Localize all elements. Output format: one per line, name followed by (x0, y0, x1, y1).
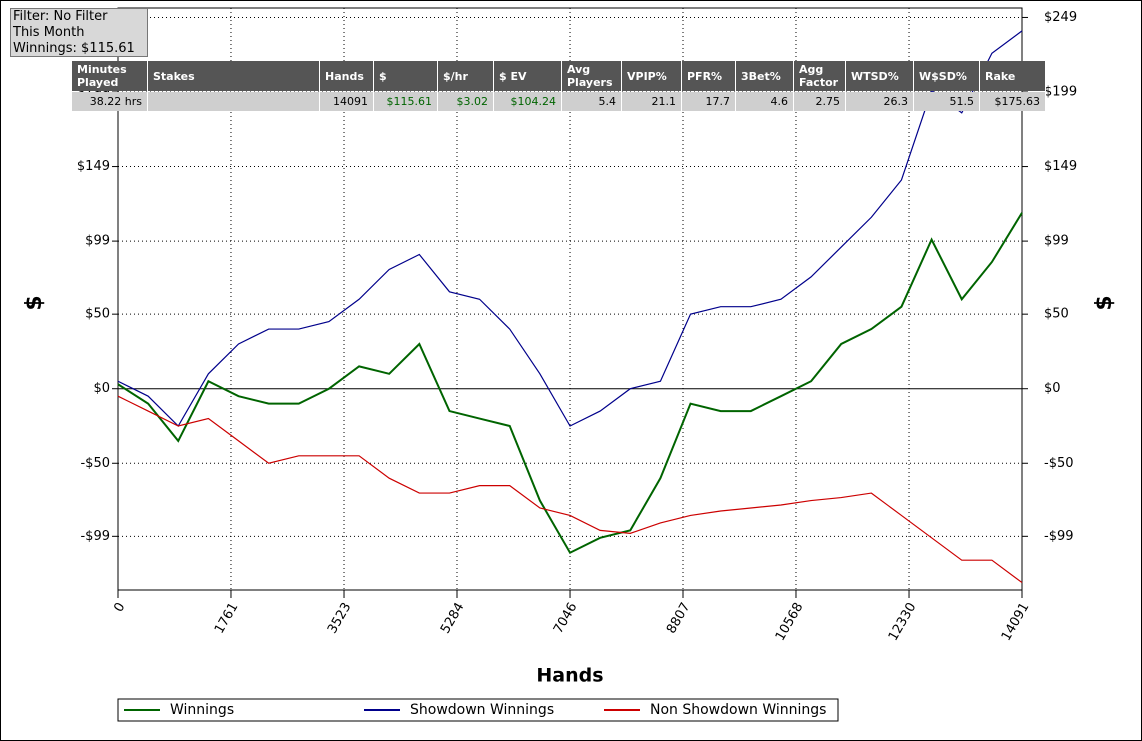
y2-tick-label: $50 (1044, 307, 1069, 322)
table-header: W$SD% (914, 61, 980, 91)
y2-axis-label: $ (1092, 295, 1117, 310)
info-line: Filter: No Filter (13, 9, 108, 24)
table-cell: $115.61 (374, 92, 438, 111)
table-cell: $3.02 (438, 92, 494, 111)
table-header: 3Bet% (736, 61, 794, 91)
table-header: Minutes Played (72, 61, 148, 91)
y2-tick-label: $149 (1044, 159, 1077, 174)
table-header: Hands (320, 61, 374, 91)
y-tick-label: -$50 (80, 456, 110, 471)
table-cell: $104.24 (494, 92, 562, 111)
table-header: Rake (980, 61, 1046, 91)
table-header: Avg Players (562, 61, 622, 91)
table-header: WTSD% (846, 61, 914, 91)
info-box: Filter: No Filter This Month Winnings: $11… (10, 8, 148, 57)
y-tick-label: $99 (85, 234, 110, 249)
y2-tick-label: -$99 (1044, 529, 1074, 544)
info-line: This Month (13, 25, 85, 40)
table-header: Agg Factor (794, 61, 846, 91)
table-cell (148, 92, 320, 111)
series-line (117, 30, 1023, 427)
y2-tick-label: $0 (1044, 381, 1061, 396)
y-tick-label: $0 (93, 381, 110, 396)
table-cell: 26.3 (846, 92, 914, 111)
table-cell: 17.7 (682, 92, 736, 111)
x-axis-label: Hands (536, 665, 603, 687)
table-header: Stakes (148, 61, 320, 91)
y2-tick-label: $99 (1044, 234, 1069, 249)
y-tick-label: -$99 (80, 529, 110, 544)
series-line (117, 395, 1023, 584)
table-cell: 4.6 (736, 92, 794, 111)
table-cell: 2.75 (794, 92, 846, 111)
table-cell: 38.22 hrs (72, 92, 148, 111)
table-header: PFR% (682, 61, 736, 91)
table-cell: 14091 (320, 92, 374, 111)
legend-label: Showdown Winnings (410, 702, 554, 718)
legend (117, 698, 839, 722)
table-cell: 51.5 (914, 92, 980, 111)
y2-tick-label: $199 (1044, 85, 1077, 100)
y-tick-label: $50 (85, 307, 110, 322)
table-header: VPIP% (622, 61, 682, 91)
table-header: $ (374, 61, 438, 91)
table-cell: 21.1 (622, 92, 682, 111)
table-header: $ EV (494, 61, 562, 91)
series-line (117, 212, 1023, 555)
y-tick-label: $149 (77, 159, 110, 174)
legend-label: Winnings (170, 702, 234, 718)
info-line: Winnings: $115.61 (13, 41, 135, 56)
table-header: $/hr (438, 61, 494, 91)
table-cell: $175.63 (980, 92, 1046, 111)
y2-tick-label: $249 (1044, 10, 1077, 25)
y-axis-label: $ (22, 295, 47, 310)
table-cell: 5.4 (562, 92, 622, 111)
legend-label: Non Showdown Winnings (650, 702, 826, 718)
y2-tick-label: -$50 (1044, 456, 1074, 471)
